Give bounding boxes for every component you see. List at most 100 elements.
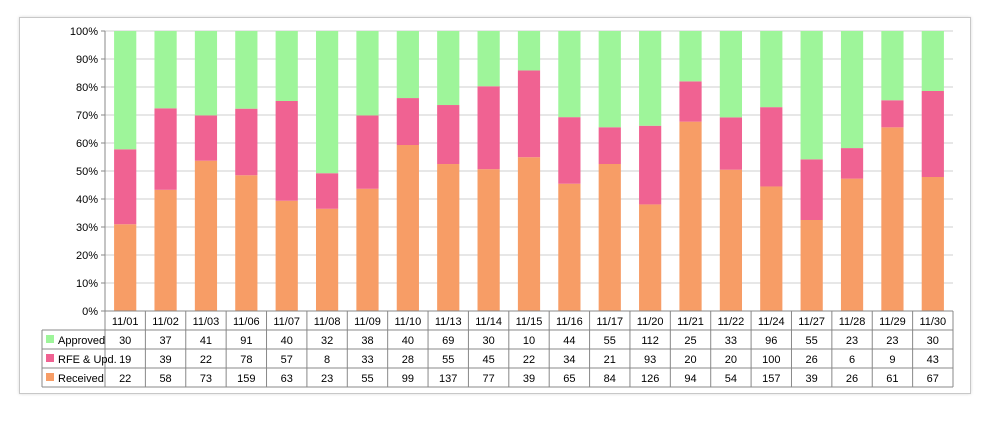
data-table-cell: 65 [563,373,575,385]
data-table-cell: 30 [119,335,131,347]
bar-approved [154,31,177,109]
bar-received [396,145,419,311]
data-table-cell: 19 [119,354,131,366]
bar-approved [356,31,379,116]
x-tick-label: 11/15 [516,316,543,328]
data-table-cell: 6 [849,354,855,366]
data-table-cell: 54 [725,373,737,385]
bar-rfe-upd [679,81,702,122]
legend-swatch [46,373,54,381]
bar-received [921,177,944,311]
bar-approved [396,31,419,99]
bar-received [558,183,581,311]
data-table-cell: 55 [604,335,616,347]
stacked-percent-bar-chart: 0% 10% 20% 30% 40% 50% 60% 70% 80% 90% 100% 11/01 11… [41,26,954,388]
x-tick-label: 11/20 [637,316,664,328]
x-tick-label: 11/13 [435,316,462,328]
data-table-cell: 32 [321,335,333,347]
x-tick-label: 11/28 [839,316,866,328]
data-table-cell: 73 [200,373,212,385]
data-table-cell: 33 [361,354,373,366]
legend-label: Received [58,373,104,385]
x-tick-label: 11/29 [879,316,906,328]
bar-received [235,175,258,311]
y-tick-label: 10% [76,278,98,290]
data-table-cell: 45 [482,354,494,366]
bar-approved [275,31,298,101]
x-tick-label: 11/21 [677,316,704,328]
bar-rfe-upd [437,105,460,165]
bar-received [437,164,460,311]
bar-rfe-upd [275,101,298,201]
data-table-cell: 28 [402,354,414,366]
data-table-cell: 157 [762,373,780,385]
bar-received [356,188,379,311]
y-tick-label: 60% [76,138,98,150]
bar-rfe-upd [517,70,541,158]
data-table-cell: 67 [927,373,939,385]
x-tick-label: 11/14 [475,316,502,328]
data-table-cell: 63 [281,373,293,385]
legend-label: Approved [58,335,105,347]
bar-rfe-upd [881,100,904,128]
bar-approved [881,31,904,101]
data-table-cell: 57 [281,354,293,366]
legend-label: RFE & Upd. [58,354,117,366]
y-tick-label: 80% [76,82,98,94]
data-table-cell: 77 [482,373,494,385]
data-table-cell: 40 [402,335,414,347]
y-tick-label: 0% [82,306,98,318]
data-table-cell: 137 [439,373,457,385]
bar-rfe-upd [598,127,621,164]
y-tick-label: 100% [70,26,98,38]
y-tick-label: 50% [76,166,98,178]
bar-received [517,157,541,311]
data-table-cell: 100 [762,354,780,366]
data-table-cell: 34 [563,354,575,366]
data-table-cell: 96 [765,335,777,347]
bar-rfe-upd [396,98,419,146]
bar-approved [760,31,783,108]
data-table-cell: 30 [482,335,494,347]
bar-received [114,224,137,311]
x-tick-label: 11/06 [233,316,260,328]
data-table-cell: 61 [886,373,898,385]
bar-rfe-upd [840,148,864,179]
bar-rfe-upd [800,159,823,220]
bar-rfe-upd [235,108,258,176]
data-table-cell: 39 [806,373,818,385]
bar-approved [517,31,541,71]
data-table-cell: 44 [563,335,575,347]
bar-approved [114,31,137,150]
x-tick-label: 11/27 [798,316,825,328]
bar-received [760,186,783,311]
data-table-cell: 9 [889,354,895,366]
data-table-cell: 22 [200,354,212,366]
legend-swatch [46,335,54,343]
y-tick-label: 40% [76,194,98,206]
data-table-cell: 41 [200,335,212,347]
bar-received [315,208,339,311]
data-table-cell: 55 [442,354,454,366]
bar-received [639,204,662,311]
data-table-cell: 8 [324,354,330,366]
x-tick-label: 11/03 [193,316,220,328]
data-table-cell: 26 [806,354,818,366]
data-table-cell: 33 [725,335,737,347]
bar-approved [437,31,460,106]
data-table-cell: 22 [119,373,131,385]
x-tick-label: 11/07 [273,316,300,328]
bar-rfe-upd [719,117,743,170]
data-table-cell: 23 [846,335,858,347]
bar-received [800,220,823,311]
bar-approved [194,31,218,116]
data-table-cell: 94 [684,373,696,385]
bar-rfe-upd [760,107,783,187]
bar-received [275,200,298,311]
bar-rfe-upd [315,173,339,209]
bar-approved [315,31,339,174]
bar-approved [800,31,823,160]
data-table-cell: 58 [159,373,171,385]
data-table-cell: 84 [604,373,616,385]
data-table-cell: 26 [846,373,858,385]
